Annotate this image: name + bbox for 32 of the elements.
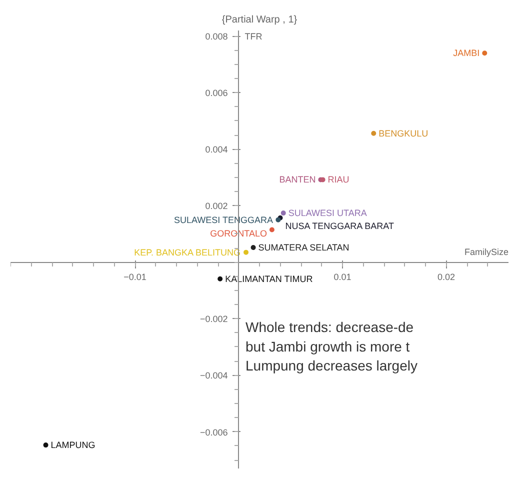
point (43, 442, 48, 448)
point (269, 227, 274, 232)
y-tick-label: 0.004 (205, 144, 228, 155)
series-label: RIAU (328, 174, 350, 185)
x-tick-label: 0.01 (334, 272, 352, 282)
x-tick-label: 0.02 (437, 272, 456, 282)
y-axis-title: TFR (244, 32, 263, 42)
point (482, 50, 488, 56)
point (280, 210, 286, 216)
series-label: KALIMANTAN TIMUR (225, 274, 314, 284)
y-tick-label: 0.006 (205, 88, 228, 98)
point (244, 250, 249, 255)
y-tick-label: 0.002 (205, 201, 228, 212)
series-label: SULAWESI UTARA (288, 208, 367, 218)
series-label: SUMATERA SELATAN (258, 242, 350, 253)
series-label: LAMPUNG (50, 440, 96, 450)
point (218, 276, 223, 282)
x-axis-title: FamilySize (464, 247, 509, 258)
series-label: BENGKULU (378, 128, 428, 138)
y-tick-label: −0.002 (200, 314, 228, 324)
y-tick-label: −0.006 (200, 427, 228, 438)
point (250, 245, 256, 250)
series-label: BANTEN (279, 174, 316, 185)
annotation: Whole trends: decrease-de but Jambi growth is more t Lumpung decreases largely (246, 319, 418, 374)
x-tick-label: −0.01 (124, 272, 146, 282)
y-tick-label: 0.008 (205, 32, 228, 42)
y-tick-label: −0.004 (200, 370, 228, 381)
series-label: KEP. BANGKA BELITUNG (134, 247, 241, 258)
series-label: NUSA TENGGARA BARAT (285, 220, 394, 231)
series-label: JAMBI (453, 48, 480, 58)
chart-title: {Partial Warp , 1} (222, 14, 298, 26)
point (371, 130, 376, 136)
